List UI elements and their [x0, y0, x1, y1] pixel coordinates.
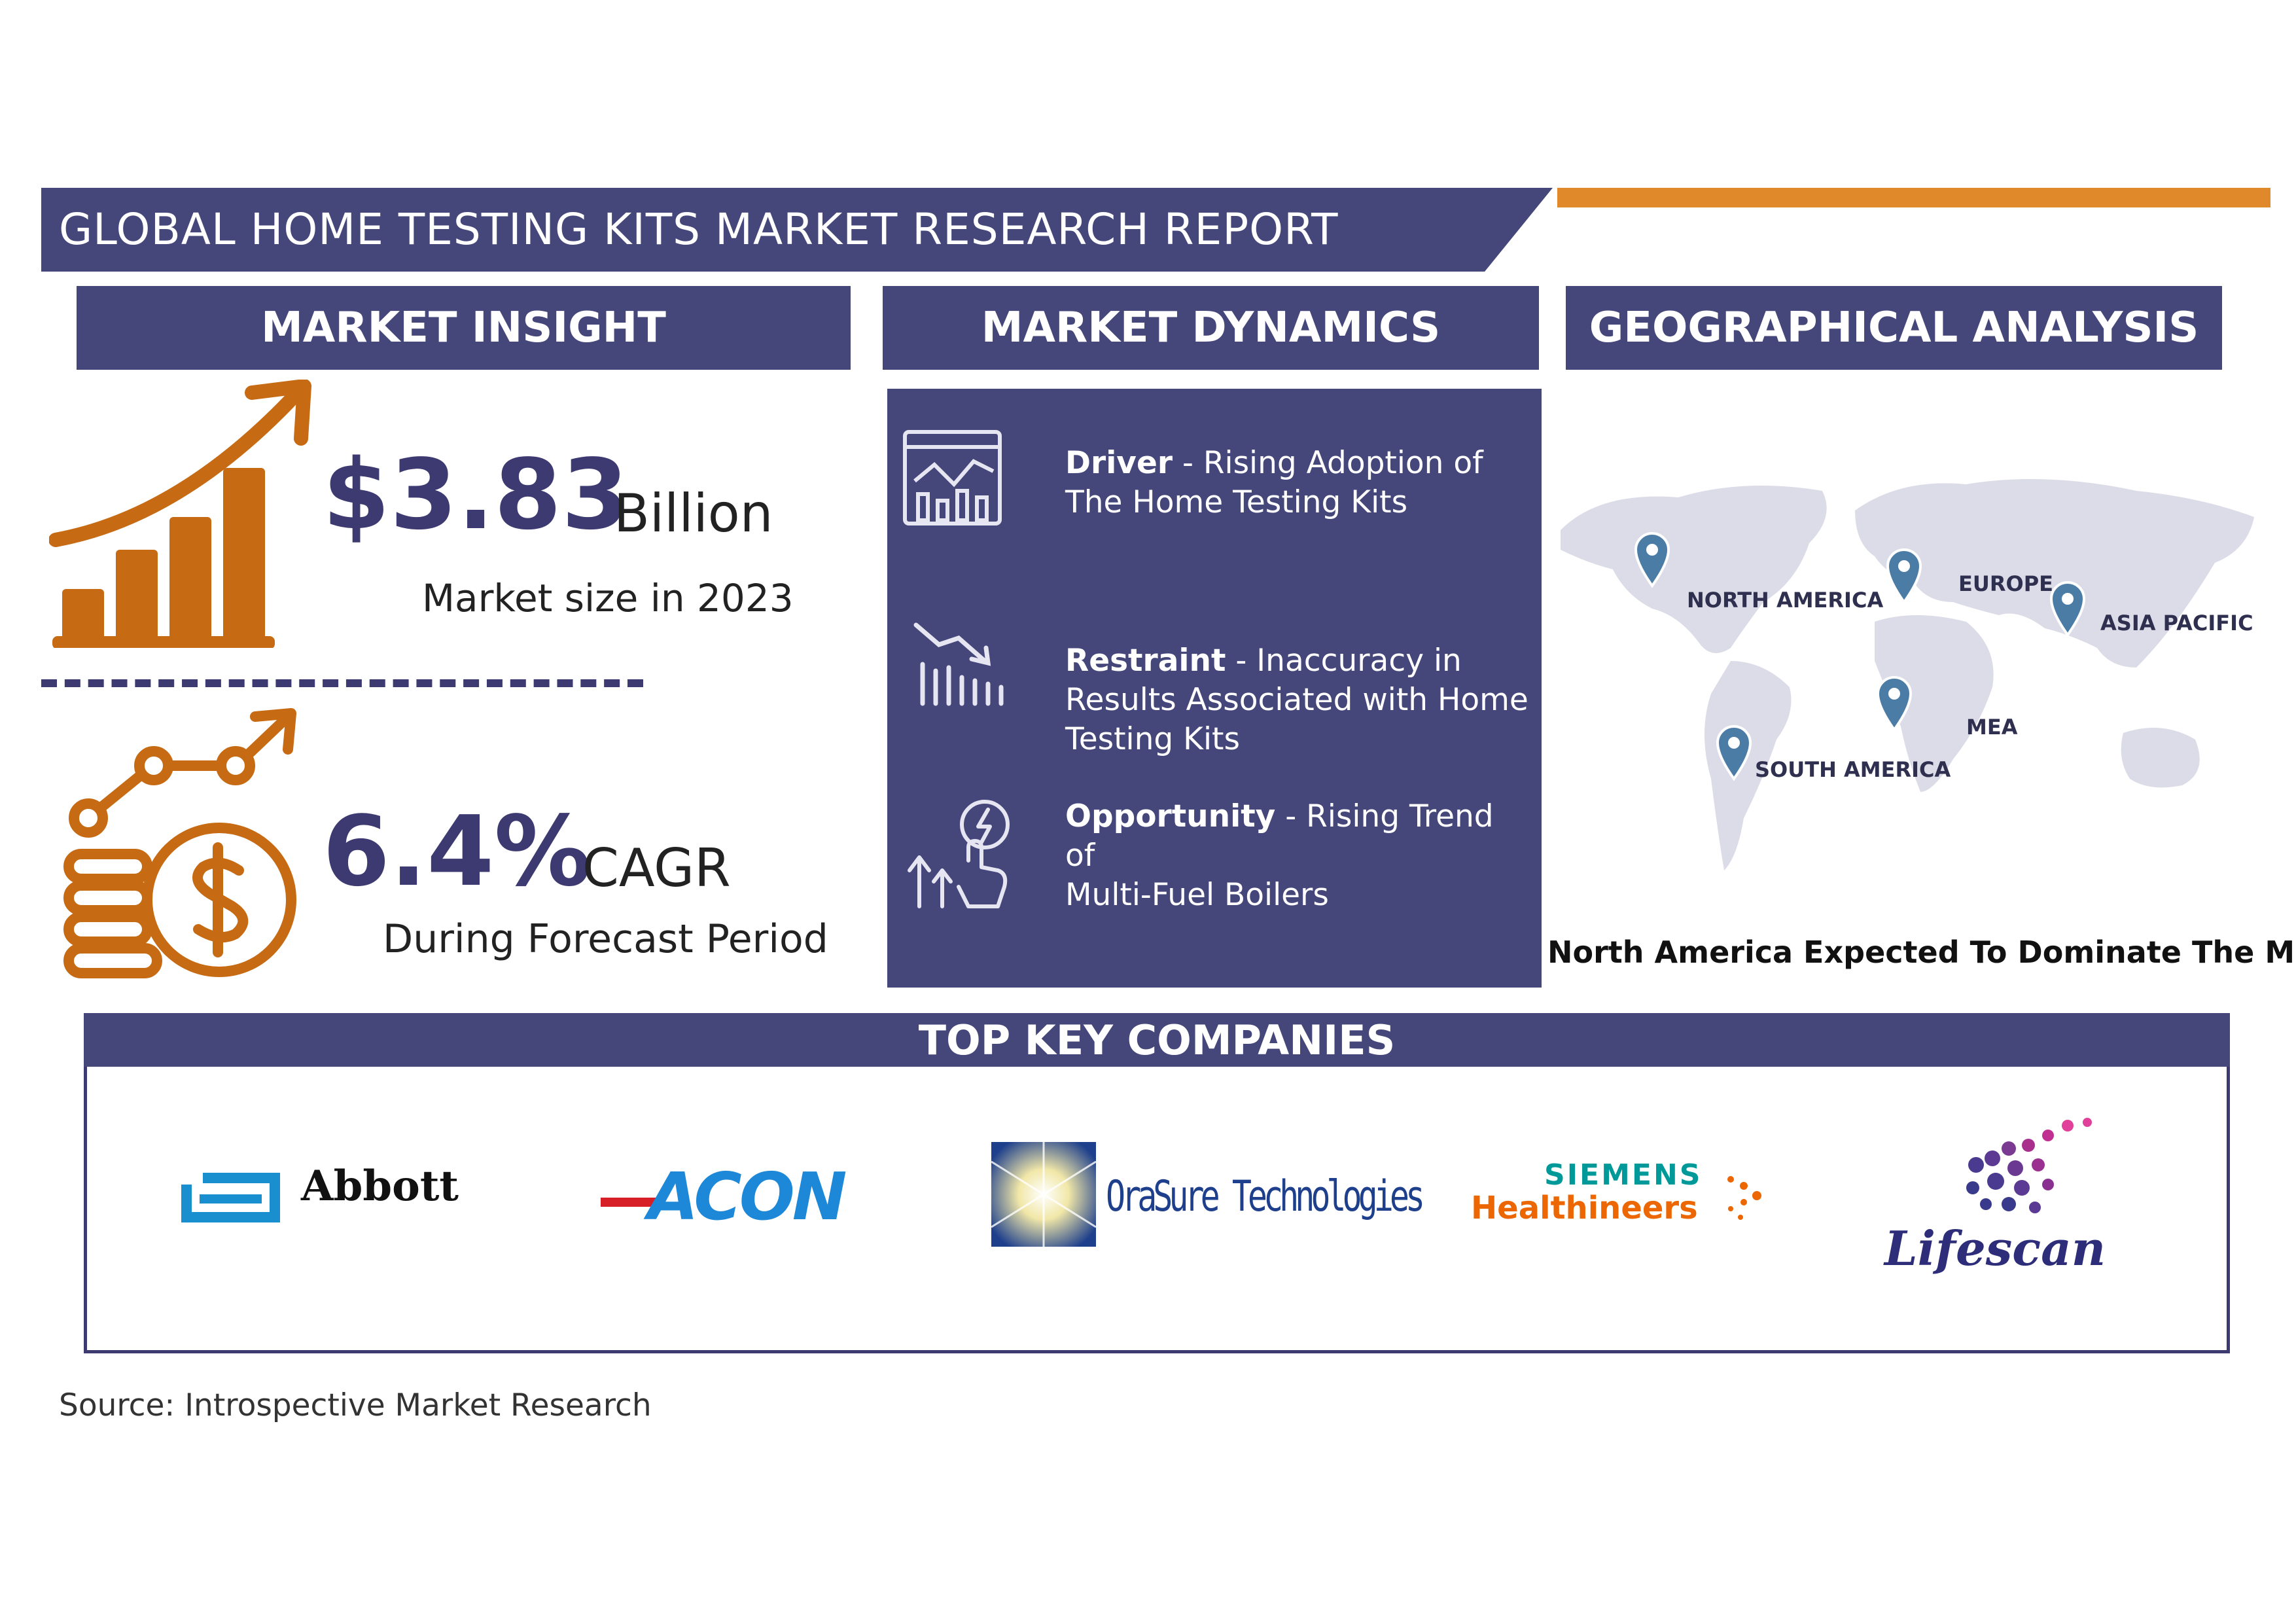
driver-text-2: The Home Testing Kits — [1065, 484, 1408, 520]
geo-caption: North America Expected To Dominate The M… — [1547, 935, 2296, 970]
market-size-caption: Market size in 2023 — [422, 576, 794, 620]
north-america-pin-icon — [1634, 532, 1670, 588]
region-label-north-america: NORTH AMERICA — [1687, 588, 1884, 613]
world-map — [1561, 479, 2254, 870]
restraint-item: Restraint - Inaccuracy in Results Associ… — [1065, 641, 1530, 759]
growth-chart-icon — [49, 380, 311, 648]
opportunity-item: Opportunity - Rising Trend of Multi-Fuel… — [1065, 797, 1523, 915]
market-size-value: $3.83 — [323, 438, 629, 551]
market-dynamics-panel — [887, 389, 1542, 988]
opportunity-label: Opportunity — [1065, 798, 1276, 834]
siemens-logo-text: SIEMENS — [1544, 1158, 1703, 1192]
section-header-market-dynamics: MARKET DYNAMICS — [883, 286, 1539, 370]
lifescan-logo-text: Lifescan — [1884, 1221, 2106, 1276]
restraint-label: Restraint — [1065, 643, 1226, 679]
section-header-market-insight: MARKET INSIGHT — [77, 286, 851, 370]
south-america-pin-icon — [1716, 725, 1752, 781]
region-label-south-america: SOUTH AMERICA — [1755, 757, 1951, 782]
abbott-logo-text: Abbott — [301, 1162, 459, 1211]
dashboard-chart-icon — [903, 430, 1002, 526]
asia-pacific-pin-icon — [2049, 581, 2086, 637]
title-banner — [41, 188, 1553, 272]
orasure-logo-icon — [991, 1142, 1096, 1247]
accent-bar — [1557, 188, 2270, 207]
acon-logo-bar — [601, 1198, 663, 1207]
opportunity-text-2: Multi-Fuel Boilers — [1065, 877, 1329, 913]
dashed-divider — [41, 679, 643, 687]
source-note: Source: Introspective Market Research — [59, 1387, 652, 1423]
restraint-text-3: Testing Kits — [1065, 721, 1240, 757]
restraint-text-2: Results Associated with Home — [1065, 682, 1528, 718]
healthineers-logo-text: Healthineers — [1471, 1190, 1698, 1226]
opportunity-icon — [908, 800, 1010, 908]
restraint-text-1: - Inaccuracy in — [1235, 643, 1462, 679]
lifescan-logo-icon — [1966, 1118, 2092, 1213]
region-label-europe: EUROPE — [1958, 571, 2053, 596]
companies-header: TOP KEY COMPANIES — [84, 1013, 2230, 1067]
abbott-logo-icon — [181, 1173, 280, 1222]
driver-text-1: - Rising Adoption of — [1182, 445, 1483, 481]
report-title: GLOBAL HOME TESTING KITS MARKET RESEARCH… — [59, 204, 1339, 255]
cagr-unit: CAGR — [582, 838, 731, 899]
europe-pin-icon — [1886, 548, 1922, 605]
dollar-growth-icon — [63, 708, 296, 978]
healthineers-dots-icon — [1727, 1176, 1761, 1220]
cagr-value: 6.4% — [323, 795, 592, 908]
opportunity-text-1: - Rising Trend of — [1065, 798, 1494, 874]
declining-chart-icon — [913, 622, 1004, 706]
cagr-caption: During Forecast Period — [383, 916, 828, 962]
driver-item: Driver - Rising Adoption of The Home Tes… — [1065, 444, 1523, 522]
orasure-logo-text: OraSure Technologies — [1106, 1171, 1425, 1221]
companies-box — [84, 1013, 2230, 1353]
market-size-unit: Billion — [614, 483, 773, 544]
region-label-mea: MEA — [1966, 715, 2018, 740]
region-label-asia-pacific: ASIA PACIFIC — [2100, 611, 2253, 635]
acon-logo-text: ACON — [648, 1158, 847, 1235]
mea-pin-icon — [1876, 676, 1913, 732]
driver-label: Driver — [1065, 445, 1173, 481]
section-header-geographical-analysis: GEOGRAPHICAL ANALYSIS — [1566, 286, 2222, 370]
